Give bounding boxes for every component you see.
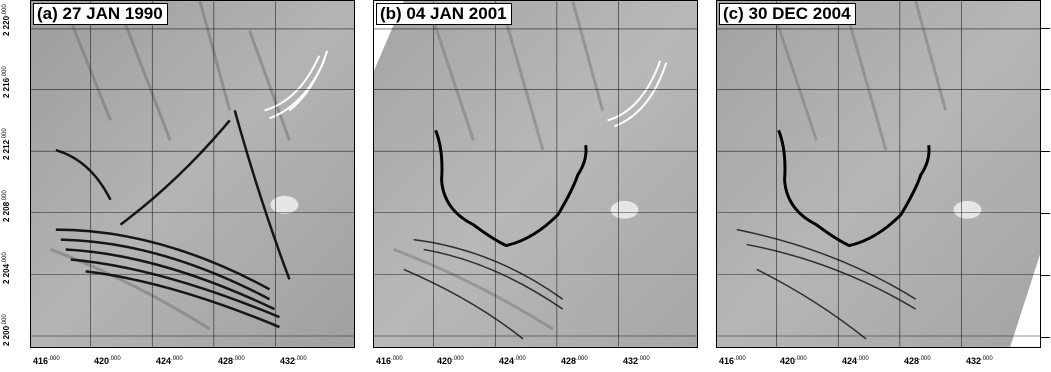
x-tick-label: 432.000: [280, 356, 307, 366]
right-tick-mark: [1041, 28, 1050, 29]
panel-b: (b) 04 JAN 2001: [373, 0, 698, 348]
right-tick-mark: [1041, 89, 1050, 90]
panel-c-title: (c) 30 DEC 2004: [719, 3, 856, 25]
x-tick-label: 416.000: [376, 356, 403, 366]
y-tick-label: 2 220.000: [2, 4, 11, 36]
x-tick-label: 416.000: [719, 356, 746, 366]
panel-c: (c) 30 DEC 2004: [716, 0, 1041, 348]
x-tick-label: 424.000: [156, 356, 183, 366]
y-tick-label: 2 208.000: [2, 190, 11, 222]
right-tick-mark: [1041, 151, 1050, 152]
right-tick-mark: [1041, 213, 1050, 214]
front-line-b: [434, 129, 588, 248]
x-tick-label: 428.000: [218, 356, 245, 366]
satellite-image-a: [31, 1, 354, 347]
x-tick-label: 432.000: [966, 356, 993, 366]
panel-b-title: (b) 04 JAN 2001: [376, 3, 512, 25]
satellite-image-c: [717, 1, 1040, 347]
x-tick-label: 416.000: [33, 356, 60, 366]
front-line-c: [777, 129, 931, 248]
x-tick-label: 428.000: [904, 356, 931, 366]
y-tick-label: 2 200.000: [2, 314, 11, 346]
right-tick-mark: [1041, 275, 1050, 276]
x-tick-label: 420.000: [780, 356, 807, 366]
panel-a: (a) 27 JAN 1990: [30, 0, 355, 348]
panel-a-title: (a) 27 JAN 1990: [33, 3, 168, 25]
right-tick-mark: [1041, 337, 1050, 338]
x-tick-label: 424.000: [499, 356, 526, 366]
x-tick-label: 424.000: [842, 356, 869, 366]
y-tick-label: 2 212.000: [2, 128, 11, 160]
x-tick-label: 428.000: [561, 356, 588, 366]
satellite-image-b: [374, 1, 697, 347]
y-tick-label: 2 216.000: [2, 66, 11, 98]
x-tick-label: 420.000: [437, 356, 464, 366]
x-tick-label: 432.000: [623, 356, 650, 366]
y-tick-label: 2 204.000: [2, 252, 11, 284]
x-tick-label: 420.000: [94, 356, 121, 366]
